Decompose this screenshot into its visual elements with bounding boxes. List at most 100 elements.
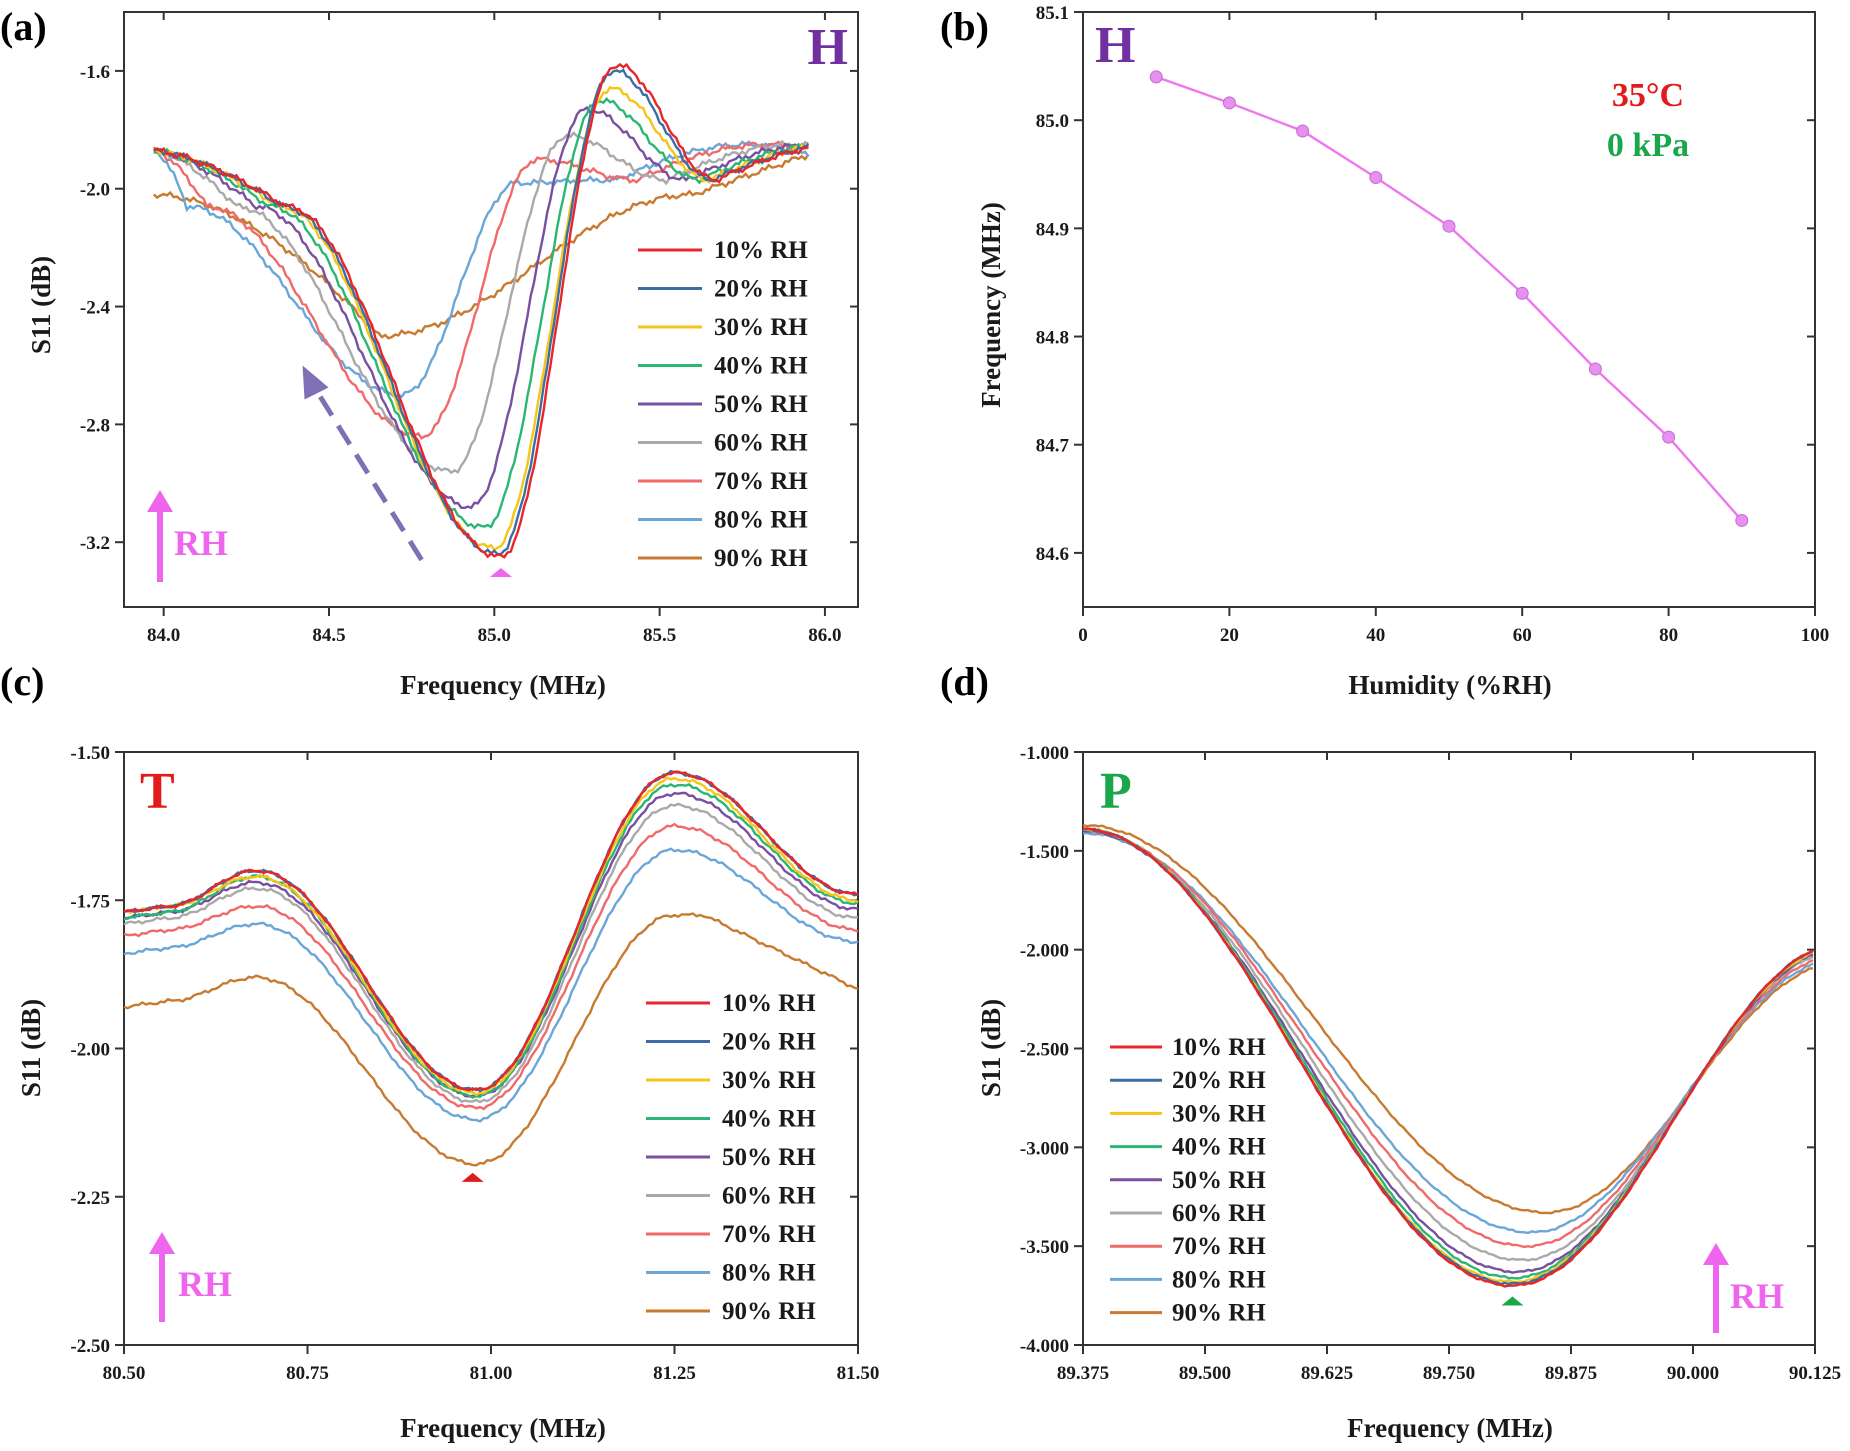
y-tick-label: -2.25: [70, 1188, 110, 1209]
x-tick-label: 89.625: [1301, 1363, 1353, 1384]
panel-b: (b) H 35°C 0 kPa Humidity (%RH) Frequenc…: [940, 3, 1829, 700]
y-tick-label: -4.000: [1020, 1336, 1069, 1357]
y-tick-label: 85.1: [1036, 3, 1069, 24]
legend-item: 30% RH: [722, 1067, 816, 1094]
x-tick-label: 80: [1659, 625, 1678, 646]
y-tick-label: -2.500: [1020, 1040, 1069, 1061]
y-tick-label: -2.4: [80, 298, 111, 319]
series-line-20-rh: [153, 68, 809, 556]
x-tick-label: 40: [1366, 625, 1385, 646]
legend-item: 70% RH: [714, 468, 808, 495]
y-tick-label: -1.500: [1020, 842, 1069, 863]
panel-a-badge: H: [808, 19, 848, 76]
legend-item: 50% RH: [714, 391, 808, 418]
data-point: [1588, 362, 1602, 376]
x-tick-label: 85.5: [643, 625, 676, 646]
legend-item: 20% RH: [722, 1029, 816, 1056]
y-tick-label: -1.50: [70, 743, 110, 764]
x-tick-label: 89.375: [1057, 1363, 1109, 1384]
y-tick-label: -2.0: [80, 180, 110, 201]
series-line-60-rh: [123, 802, 858, 1104]
panel-c-x-axis-label: Frequency (MHz): [400, 1413, 606, 1443]
y-tick-label: -2.50: [70, 1336, 110, 1357]
legend-item: 80% RH: [1172, 1266, 1266, 1293]
series-line-10-rh: [1082, 827, 1814, 1288]
y-tick-label: -2.000: [1020, 941, 1069, 962]
x-tick-label: 84.0: [147, 625, 180, 646]
panel-a-rh-label: RH: [174, 523, 228, 563]
y-tick-label: -1.6: [80, 62, 110, 83]
legend-item: 30% RH: [714, 314, 808, 341]
legend-item: 10% RH: [714, 237, 808, 264]
series-line-80-rh: [153, 140, 810, 399]
x-tick-label: 81.50: [837, 1363, 880, 1384]
series-line-70-rh: [123, 822, 859, 1111]
legend-item: 50% RH: [1172, 1167, 1266, 1194]
resonance-marker: [461, 1172, 484, 1182]
series-line-60-rh: [153, 131, 809, 475]
x-tick-label: 81.00: [470, 1363, 513, 1384]
x-tick-label: 81.25: [653, 1363, 696, 1384]
rh-arrow-head: [149, 1232, 175, 1254]
resonance-marker: [1501, 1296, 1524, 1306]
panel-c-y-axis-label: S11 (dB): [16, 999, 46, 1097]
x-tick-label: 90.125: [1789, 1363, 1841, 1384]
rh-arrow-head: [1703, 1243, 1729, 1265]
data-point: [1442, 219, 1456, 233]
x-tick-label: 20: [1220, 625, 1239, 646]
legend-item: 40% RH: [1172, 1134, 1266, 1161]
legend-item: 50% RH: [722, 1144, 816, 1171]
y-tick-label: 84.7: [1036, 436, 1070, 457]
data-point: [1222, 96, 1236, 110]
legend-item: 10% RH: [722, 990, 816, 1017]
x-tick-label: 89.875: [1545, 1363, 1597, 1384]
y-tick-label: -3.500: [1020, 1237, 1069, 1258]
x-tick-label: 80.50: [103, 1363, 146, 1384]
series-line-50-rh: [153, 105, 810, 510]
legend-item: 60% RH: [714, 430, 808, 457]
y-tick-label: -3.2: [80, 533, 110, 554]
panel-c-label: (c): [0, 659, 44, 704]
legend-item: 70% RH: [722, 1221, 816, 1248]
panel-d-y-axis-label: S11 (dB): [976, 999, 1006, 1097]
y-tick-label: 84.6: [1036, 544, 1069, 565]
y-tick-label: 84.9: [1036, 219, 1069, 240]
series-line-40-rh: [153, 96, 809, 530]
plot-frame: [1082, 11, 1816, 608]
panel-a-x-axis-label: Frequency (MHz): [400, 670, 606, 700]
panel-a: (a) H Frequency (MHz) S11 (dB) RH 84.0 84…: [0, 4, 859, 700]
data-point: [1662, 430, 1676, 444]
panel-a-y-axis-label: S11 (dB): [26, 256, 56, 354]
panel-b-label: (b): [940, 4, 989, 49]
data-point: [1369, 171, 1383, 185]
panel-b-x-axis-label: Humidity (%RH): [1348, 670, 1551, 700]
legend-item: 30% RH: [1172, 1100, 1266, 1127]
data-point: [1149, 70, 1163, 84]
x-tick-label: 60: [1513, 625, 1532, 646]
x-tick-label: 89.750: [1423, 1363, 1475, 1384]
y-tick-label: -1.000: [1020, 743, 1069, 764]
legend-item: 80% RH: [722, 1260, 816, 1287]
legend-item: 90% RH: [1172, 1300, 1266, 1327]
y-tick-label: -2.8: [80, 415, 110, 436]
x-tick-label: 85.0: [478, 625, 511, 646]
resonance-marker: [489, 568, 512, 577]
y-tick-label: 85.0: [1036, 111, 1069, 132]
x-tick-label: 90.000: [1667, 1363, 1719, 1384]
legend-item: 80% RH: [714, 507, 808, 534]
y-tick-label: 84.8: [1036, 328, 1069, 349]
legend-item: 10% RH: [1172, 1034, 1266, 1061]
panel-b-pressure-note: 0 kPa: [1607, 127, 1689, 164]
legend-item: 90% RH: [722, 1298, 816, 1325]
legend-item: 20% RH: [1172, 1067, 1266, 1094]
legend-item: 60% RH: [1172, 1200, 1266, 1227]
legend-item: 40% RH: [722, 1106, 816, 1133]
y-tick-label: -2.00: [70, 1040, 110, 1061]
series-line-30-rh: [153, 85, 809, 552]
panel-b-badge: H: [1095, 17, 1135, 74]
plot-frame: [123, 11, 859, 608]
legend-item: 90% RH: [714, 545, 808, 572]
y-tick-label: -3.000: [1020, 1138, 1069, 1159]
x-tick-label: 0: [1078, 625, 1088, 646]
